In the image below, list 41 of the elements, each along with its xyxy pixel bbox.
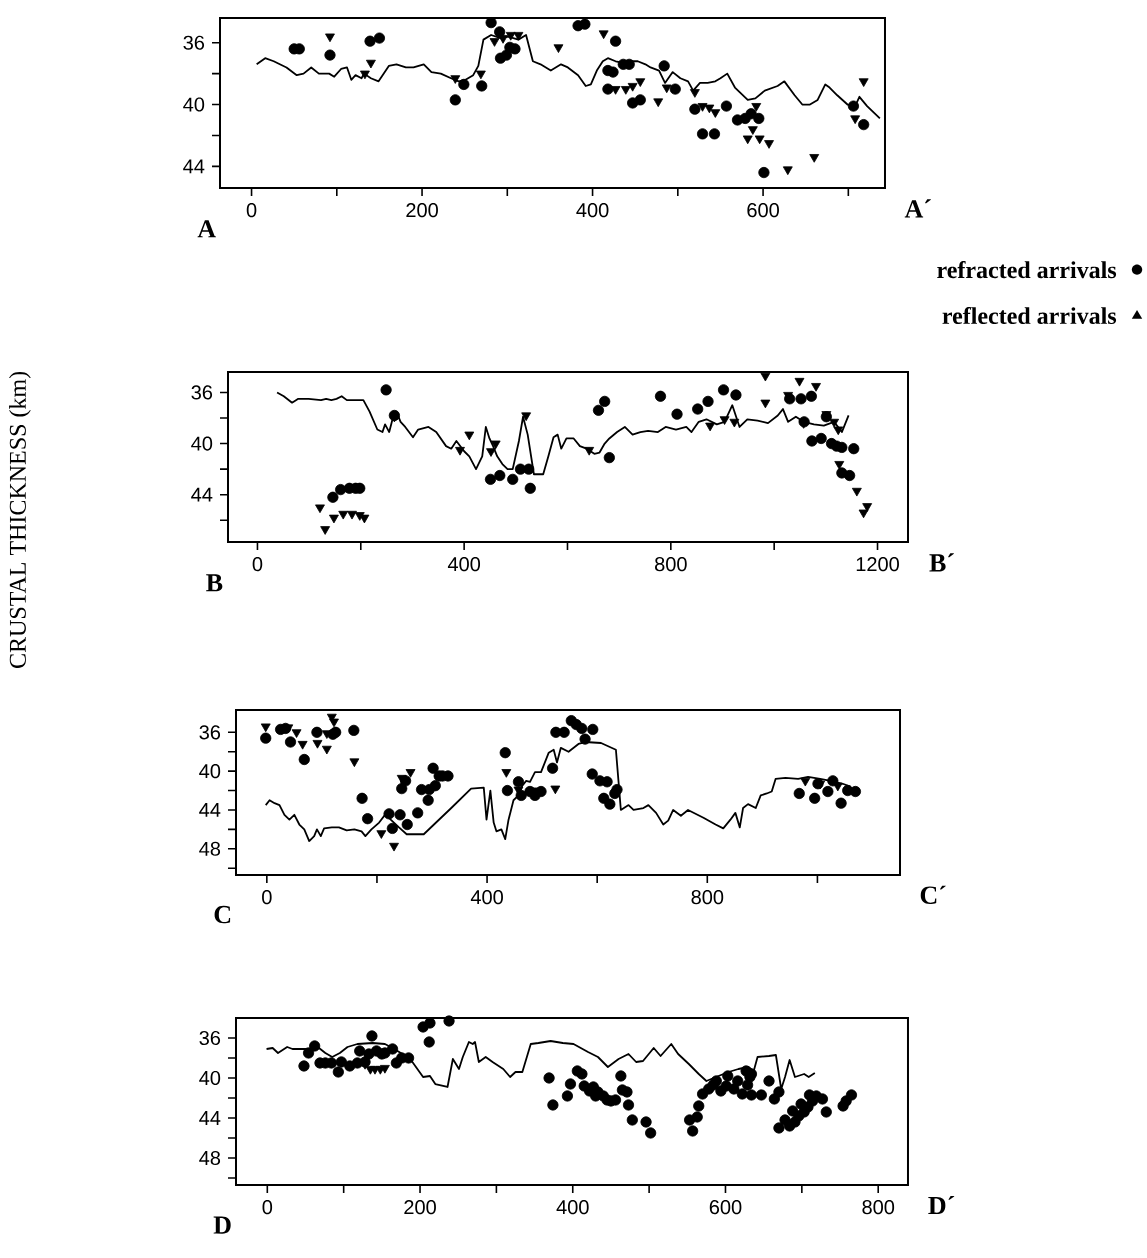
x-tick-label: 400	[576, 203, 609, 218]
y-axis-title: CRUSTAL THICKNESS (km)	[9, 371, 31, 668]
x-tick-label: 400	[470, 890, 503, 905]
y-tick-label: 36	[199, 725, 221, 740]
x-tick-label: 0	[252, 557, 263, 572]
y-tick-label: 36	[183, 35, 205, 50]
y-tick-label: 40	[199, 1070, 221, 1086]
x-tick-label: 0	[262, 1200, 273, 1215]
y-tick-label: 44	[183, 159, 205, 174]
legend-label: refracted arrivals	[937, 261, 1117, 279]
text: C	[214, 905, 231, 924]
text: B	[206, 574, 223, 592]
y-tick-label: 44	[191, 487, 213, 502]
text: A	[197, 220, 216, 238]
y-tick-label: 44	[199, 803, 221, 817]
x-tick-label: 0	[262, 890, 272, 905]
x-tick-label: 800	[862, 1200, 895, 1215]
x-tick-label: 800	[655, 557, 687, 572]
y-tick-label: 48	[199, 841, 221, 856]
text: D´	[928, 1195, 955, 1215]
text: C´	[920, 885, 946, 904]
x-tick-label: 0	[246, 203, 257, 218]
y-tick-label: 44	[199, 1111, 221, 1125]
y-tick-label: 40	[199, 764, 221, 779]
x-tick-label: 600	[747, 203, 779, 218]
legend-label: reflected arrivals	[942, 306, 1117, 325]
y-tick-label: 40	[191, 436, 213, 451]
x-tick-label: 1200	[856, 557, 899, 572]
y-tick-label: 48	[199, 1150, 221, 1166]
text: B´	[929, 553, 954, 572]
text: A´	[904, 199, 931, 218]
y-tick-label: 36	[191, 385, 213, 400]
x-tick-label: 200	[404, 1200, 436, 1215]
text: D	[213, 1216, 231, 1234]
x-tick-label: 400	[556, 1200, 589, 1215]
y-tick-label: 40	[183, 97, 205, 112]
x-tick-label: 600	[709, 1200, 742, 1215]
x-tick-label: 200	[406, 203, 438, 218]
x-tick-label: 800	[691, 890, 724, 905]
x-tick-label: 400	[447, 557, 481, 572]
y-tick-label: 36	[199, 1030, 221, 1046]
